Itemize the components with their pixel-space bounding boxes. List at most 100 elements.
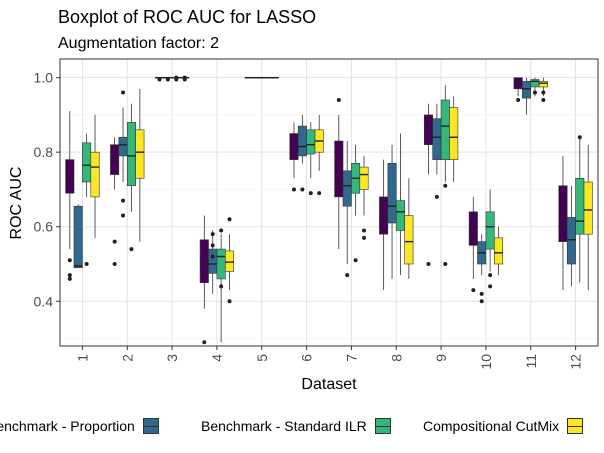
legend-key	[142, 418, 159, 434]
outlier-point	[121, 90, 126, 95]
outlier-point	[308, 191, 313, 196]
outlier-point	[112, 262, 117, 266]
legend-item-benchmark-standard-ilr: Benchmark - Standard ILR	[201, 418, 391, 434]
y-tick-label: 0.6	[34, 219, 54, 235]
box	[73, 205, 83, 269]
outlier-point	[210, 243, 215, 248]
y-tick-label: 0.8	[34, 144, 54, 160]
box-group-dataset-10	[468, 189, 504, 304]
outlier-point	[317, 191, 322, 196]
outlier-point	[182, 75, 187, 80]
box	[208, 248, 218, 274]
box-group-dataset-2	[110, 88, 145, 266]
x-tick-label: 7	[343, 354, 359, 362]
box	[538, 81, 548, 88]
x-tick-label: 8	[388, 354, 404, 362]
box	[216, 248, 226, 280]
box-group-dataset-5	[244, 76, 279, 79]
plot-panel-border	[59, 58, 599, 347]
y-axis-title: ROC AUC	[8, 167, 25, 240]
box	[494, 237, 504, 265]
box	[485, 211, 495, 250]
outlier-point	[353, 258, 358, 263]
chart-subtitle: Augmentation factor: 2	[58, 35, 219, 52]
box	[513, 77, 523, 90]
outlier-point	[84, 262, 89, 266]
outlier-point	[210, 254, 215, 259]
box	[575, 177, 585, 235]
box	[395, 200, 405, 231]
box	[440, 99, 450, 160]
outlier-point	[336, 98, 341, 102]
box	[566, 217, 576, 265]
outlier-point	[479, 291, 484, 296]
box-group-dataset-1	[65, 111, 100, 281]
box	[334, 140, 344, 198]
outlier-point	[443, 262, 448, 266]
box	[289, 133, 299, 160]
box	[90, 151, 100, 198]
outlier-point	[488, 273, 493, 278]
boxplot-chart: 0.40.60.81.01 2 3 4 5 6 7 8 9 10 11 12 ROC AUC Data…	[8, 58, 599, 393]
outlier-point	[67, 273, 72, 278]
legend-label: Benchmark - Standard ILR	[201, 418, 367, 434]
x-tick-label: 5	[254, 354, 270, 362]
outlier-point	[488, 284, 493, 289]
box-group-dataset-3	[154, 75, 190, 82]
box	[225, 250, 235, 272]
outlier-point	[434, 194, 439, 199]
outlier-point	[300, 187, 305, 192]
outlier-point	[129, 247, 134, 252]
box-group-dataset-11	[513, 77, 548, 115]
outlier-point	[67, 258, 72, 263]
x-tick-label: 9	[433, 354, 449, 362]
outlier-point	[121, 213, 126, 218]
x-tick-label: 3	[164, 354, 180, 362]
outlier-point	[157, 77, 162, 82]
outlier-point	[219, 228, 224, 233]
outlier-point	[112, 239, 117, 244]
box-group-dataset-4	[199, 215, 235, 345]
box-group-dataset-7	[334, 98, 369, 278]
outlier-point	[577, 135, 582, 140]
box	[423, 114, 433, 146]
box	[449, 107, 459, 160]
y-tick-label: 0.4	[34, 293, 54, 309]
box	[387, 163, 397, 224]
outlier-point	[121, 198, 126, 203]
legend: Benchmark - Proportion Benchmark - Stand…	[0, 418, 604, 440]
legend-key	[374, 418, 391, 434]
box-group-dataset-12	[558, 135, 593, 291]
box-group-dataset-8	[379, 133, 414, 291]
box	[342, 170, 352, 207]
outlier-point	[532, 90, 537, 95]
legend-label: Benchmark - Proportion	[0, 418, 135, 434]
box	[379, 196, 389, 235]
outlier-point	[516, 98, 521, 102]
box-group-dataset-9	[423, 85, 459, 266]
outlier-point	[219, 284, 224, 289]
box	[558, 185, 568, 242]
box-group-dataset-6	[289, 114, 324, 196]
outlier-point	[227, 217, 232, 222]
legend-key	[567, 418, 584, 434]
box	[530, 79, 540, 88]
outlier-point	[291, 187, 296, 192]
outlier-point	[227, 299, 232, 304]
outlier-point	[202, 340, 207, 345]
x-tick-label: 4	[209, 354, 225, 362]
box	[118, 136, 128, 157]
x-tick-label: 10	[478, 354, 494, 370]
box	[359, 166, 369, 190]
x-tick-label: 2	[119, 354, 135, 362]
legend-item-benchmark-proportion: Benchmark - Proportion	[0, 418, 159, 434]
outlier-point	[541, 90, 546, 95]
outlier-point	[362, 235, 367, 240]
box	[404, 215, 414, 265]
x-axis-title: Dataset	[301, 376, 357, 393]
x-tick-label: 1	[74, 354, 90, 362]
box	[468, 211, 478, 246]
plot-panel-background	[60, 59, 598, 346]
x-tick-label: 12	[568, 354, 584, 370]
box	[583, 181, 593, 235]
